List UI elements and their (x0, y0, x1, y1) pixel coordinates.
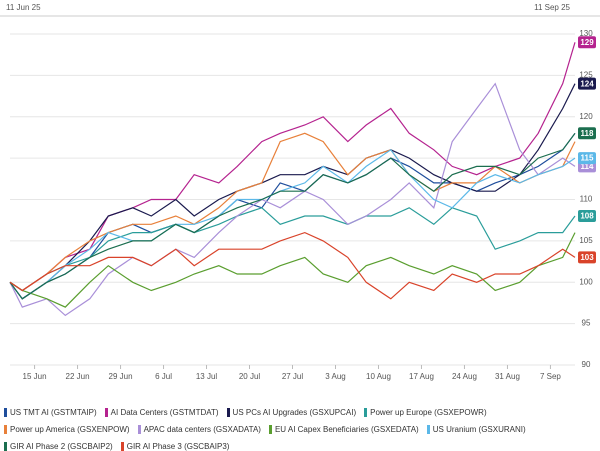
series-line (9, 42, 576, 292)
end-label: 103 (578, 251, 596, 264)
legend-label: Power up America (GSXENPOW) (10, 425, 130, 434)
y-tick-label: 110 (580, 195, 593, 204)
end-label-box (578, 210, 596, 223)
legend-label: Power up Europe (GSXEPOWR) (370, 408, 487, 417)
legend-swatch (137, 425, 141, 434)
end-date: 11 Sep 25 (534, 3, 570, 12)
x-tick-label: 20 Jul (239, 372, 261, 381)
y-tick-label: 130 (579, 29, 593, 38)
end-label-text: 118 (581, 129, 594, 138)
end-label-text: 124 (580, 79, 594, 88)
series-line (9, 83, 576, 300)
legend-item: US Uranium (GSXURANI) (426, 425, 526, 434)
series-line (9, 232, 576, 308)
series-line (9, 207, 576, 292)
x-tick-label: 6 Jul (155, 372, 172, 381)
legend-swatch (364, 408, 368, 417)
y-tick-label: 120 (579, 112, 593, 121)
legend: US TMT AI (GSTMTAIP) AI Data Centers (GST… (4, 408, 598, 451)
x-tick-label: 10 Aug (366, 372, 391, 381)
series-line (9, 132, 576, 300)
x-tick-label: 13 Jul (196, 372, 218, 381)
x-tick-label: 29 Jun (109, 372, 133, 381)
end-label: 129 (578, 36, 596, 49)
legend-label: GIR AI Phase 3 (GSCBAIP3) (126, 442, 230, 451)
legend-item: APAC data centers (GSXADATA) (137, 425, 261, 434)
legend-item: GIR AI Phase 3 (GSCBAIP3) (120, 442, 230, 451)
series-line (9, 148, 576, 300)
start-date: 11 Jun 25 (6, 3, 41, 12)
end-label: 124 (578, 77, 596, 90)
end-label-text: 108 (580, 212, 594, 221)
series-line (9, 231, 576, 300)
legend-label: GIR AI Phase 2 (GSCBAIP2) (10, 442, 113, 451)
end-label-box (578, 152, 596, 165)
y-tick-label: 100 (579, 277, 593, 286)
legend-swatch (226, 408, 230, 417)
end-label-box (578, 36, 596, 49)
y-tick-label: 125 (579, 70, 593, 79)
x-tick-label: 22 Jun (66, 372, 90, 381)
y-tick-label: 95 (582, 319, 591, 328)
legend-swatch (4, 408, 7, 417)
legend-label: EU AI Capex Beneficiaries (GSXEDATA) (274, 425, 419, 434)
legend-item: US PCs AI Upgrades (GSXUPCAI) (226, 408, 357, 417)
legend-swatch (426, 425, 430, 434)
end-label-box (578, 127, 596, 140)
series-line (9, 132, 576, 292)
x-tick-label: 15 Jun (23, 372, 47, 381)
legend-swatch (120, 442, 124, 451)
x-tick-label: 3 Aug (325, 372, 345, 381)
legend-item: EU AI Capex Beneficiaries (GSXEDATA) (268, 425, 419, 434)
end-label-box (578, 251, 596, 264)
series-line (9, 82, 576, 317)
end-label-text: 114 (581, 162, 594, 171)
end-label: 108 (578, 210, 596, 223)
legend-item: GIR AI Phase 2 (GSCBAIP2) (4, 442, 113, 451)
legend-swatch (4, 425, 7, 434)
end-label-box (578, 77, 596, 90)
x-tick-label: 17 Aug (409, 372, 434, 381)
end-label-text: 129 (580, 38, 594, 47)
legend-label: AI Data Centers (GSTMTDAT) (110, 408, 219, 417)
legend-item: US TMT AI (GSTMTAIP) (4, 408, 97, 417)
legend-item: AI Data Centers (GSTMTDAT) (104, 408, 219, 417)
end-label-text: 115 (581, 154, 594, 163)
x-tick-label: 7 Sep (540, 372, 561, 381)
chart: 11 Jun 25 11 Sep 25 90 95 100 105 110 115 120 1… (0, 3, 600, 381)
legend-item: Power up America (GSXENPOW) (4, 425, 130, 434)
x-tick-label: 31 Aug (495, 372, 520, 381)
legend-label: APAC data centers (GSXADATA) (143, 425, 261, 434)
end-label: 115 (578, 152, 596, 165)
legend-label: US PCs AI Upgrades (GSXUPCAI) (232, 408, 357, 417)
legend-item: Power up Europe (GSXEPOWR) (364, 408, 487, 417)
y-tick-label: 105 (579, 236, 593, 245)
legend-label: US TMT AI (GSTMTAIP) (10, 408, 97, 417)
end-label: 118 (578, 127, 596, 140)
legend-label: US Uranium (GSXURANI) (432, 425, 526, 434)
y-tick-label: 90 (582, 360, 591, 369)
x-tick-label: 27 Jul (282, 372, 304, 381)
legend-swatch (104, 408, 108, 417)
end-label-text: 103 (580, 253, 594, 262)
legend-swatch (4, 442, 7, 451)
x-tick-label: 24 Aug (452, 372, 477, 381)
legend-swatch (268, 425, 272, 434)
